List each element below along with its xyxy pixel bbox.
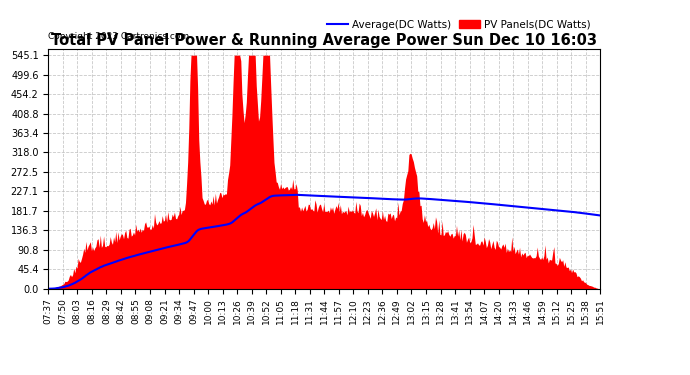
Text: Copyright 2023 Cartronics.com: Copyright 2023 Cartronics.com (48, 32, 190, 41)
Legend: Average(DC Watts), PV Panels(DC Watts): Average(DC Watts), PV Panels(DC Watts) (323, 15, 595, 34)
Title: Total PV Panel Power & Running Average Power Sun Dec 10 16:03: Total PV Panel Power & Running Average P… (51, 33, 598, 48)
